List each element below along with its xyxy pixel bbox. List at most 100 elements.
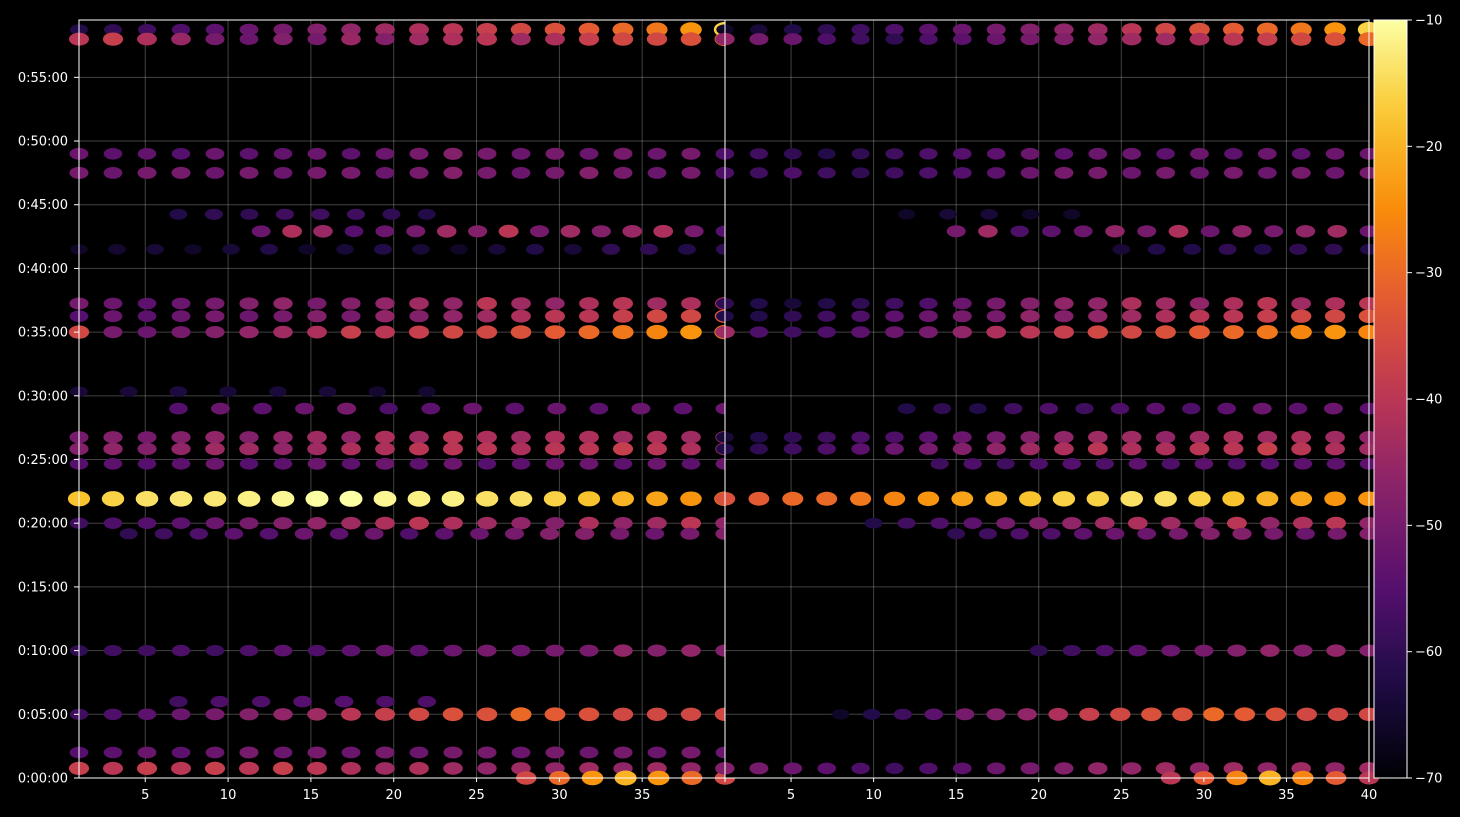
heat-cell <box>955 708 975 721</box>
heat-cell <box>1325 762 1345 775</box>
heat-cell <box>986 431 1006 444</box>
heat-cell <box>273 297 293 310</box>
heat-cell <box>137 746 157 759</box>
heat-cell <box>375 297 395 310</box>
heat-cell <box>341 148 361 160</box>
heat-cell <box>307 297 327 310</box>
heat-cell <box>919 431 938 444</box>
heat-cell <box>645 527 665 540</box>
heat-cell <box>409 746 429 759</box>
heat-cell <box>613 166 633 179</box>
heat-cell <box>613 644 633 657</box>
heat-cell <box>749 148 769 160</box>
heat-cell <box>612 32 634 46</box>
heat-cell <box>211 402 230 415</box>
heat-cell <box>1017 708 1037 721</box>
heat-cell <box>681 458 701 470</box>
heat-cell <box>1029 458 1048 470</box>
heat-cell <box>1087 325 1109 339</box>
heat-cell <box>564 244 582 255</box>
heat-cell <box>1256 491 1279 507</box>
heat-cell <box>1039 402 1059 415</box>
heat-cell <box>783 148 802 160</box>
heat-cell <box>1042 225 1061 238</box>
heat-cell <box>862 708 881 720</box>
heat-cell <box>374 243 392 255</box>
heat-cell <box>530 225 549 238</box>
x-tick-label: 5 <box>787 788 795 803</box>
heat-cell <box>1020 297 1040 310</box>
heat-cell <box>963 517 982 529</box>
heat-cell <box>154 528 173 540</box>
heat-cell <box>103 645 123 657</box>
heat-cell <box>239 23 259 36</box>
heat-cell <box>544 325 566 339</box>
heat-cell <box>409 166 429 179</box>
heat-cell <box>1086 491 1110 507</box>
heat-cell <box>851 326 870 338</box>
heat-cell <box>239 325 259 339</box>
x-tick-label: 20 <box>385 788 402 803</box>
heat-cell <box>919 23 938 36</box>
heat-cell <box>612 325 634 340</box>
heat-cell <box>968 403 987 414</box>
heat-cell <box>443 147 463 160</box>
heat-cell <box>1155 22 1176 37</box>
heat-cell <box>1054 431 1074 444</box>
heat-cell <box>1264 527 1284 540</box>
heat-cell <box>544 22 566 37</box>
heat-cell <box>1020 442 1040 456</box>
heat-cell <box>1020 762 1040 775</box>
heat-cell <box>1257 147 1277 160</box>
heat-cell <box>379 402 398 415</box>
heat-cell <box>169 402 188 415</box>
heat-cell <box>237 490 261 507</box>
y-tick-label: 0:50:00 <box>18 135 68 150</box>
heat-cell <box>680 324 702 340</box>
heat-cell <box>205 33 225 46</box>
heat-cell <box>146 244 164 255</box>
heat-cell <box>1217 402 1236 415</box>
heat-cell <box>1325 430 1345 444</box>
y-tick-label: 0:20:00 <box>18 517 68 532</box>
heat-cell <box>1324 491 1346 507</box>
heat-cell <box>442 707 464 722</box>
heat-cell <box>579 516 599 530</box>
heat-cell <box>783 443 802 455</box>
heat-cell <box>137 326 157 338</box>
heat-cell <box>169 696 188 708</box>
heat-cell <box>953 762 972 775</box>
heat-cell <box>1088 23 1108 36</box>
heat-cell <box>1054 442 1074 456</box>
heat-cell <box>986 167 1006 179</box>
heat-cell <box>917 491 940 507</box>
heat-cell <box>340 325 362 339</box>
heat-cell <box>273 23 293 36</box>
heat-cell <box>817 431 836 443</box>
heat-cell <box>171 708 191 721</box>
y-tick-label: 0:00:00 <box>18 772 68 787</box>
heat-cell <box>540 527 560 540</box>
heat-cell <box>782 491 804 506</box>
heat-cell <box>579 457 599 470</box>
heat-cell <box>919 310 938 323</box>
heat-cell <box>239 746 259 759</box>
heat-cell <box>1183 243 1201 255</box>
heat-cell <box>924 708 944 721</box>
heat-cell <box>646 491 668 507</box>
heat-cell <box>1010 225 1029 237</box>
heat-cell <box>1290 491 1313 507</box>
heat-cell <box>750 298 768 309</box>
heat-cell <box>1189 22 1210 37</box>
heat-cell <box>885 33 904 45</box>
heat-cell <box>681 430 701 444</box>
heat-cell <box>205 23 225 36</box>
heat-cell <box>1029 517 1049 530</box>
heat-cell <box>1147 243 1166 255</box>
heat-cell <box>1326 644 1346 657</box>
heat-cell <box>103 310 123 323</box>
heat-cell <box>511 746 531 759</box>
heat-cell <box>477 458 497 470</box>
plot-frame <box>724 19 1370 779</box>
heat-cell <box>468 225 488 238</box>
